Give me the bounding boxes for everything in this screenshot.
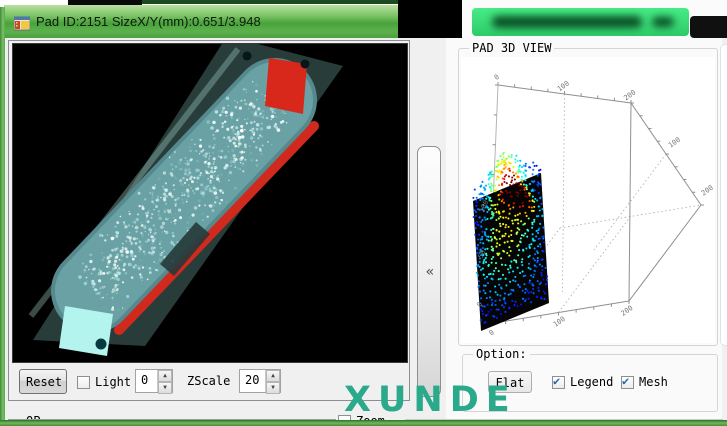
pad-2d-panel: Reset Light 0 ▲ ▼ ZScale 20 ▲ ▼ (8, 36, 410, 401)
light-value: 0 (141, 373, 149, 387)
zscale-value: 20 (245, 373, 260, 387)
svg-text:0: 0 (488, 328, 496, 337)
pad-3d-plot[interactable]: 0 100 200 100 200 0 100 200 100 50 0 (461, 57, 715, 343)
spin-up-button[interactable]: ▲ (266, 370, 280, 382)
groupbox-edge (8, 419, 336, 420)
svg-text:50: 50 (477, 249, 488, 260)
censored-label-block (472, 8, 689, 36)
app-icon (14, 16, 30, 31)
pad-3d-view-group: PAD 3D VIEW 0 100 200 100 200 0 100 200 100 50 0 (458, 41, 718, 346)
option-title: Option: (473, 347, 530, 361)
light-stepper[interactable]: 0 ▲ ▼ (135, 369, 173, 394)
capture-artifact-black-block (398, 0, 462, 38)
xunde-watermark: XUNDE (344, 380, 517, 420)
checkbox-icon (77, 375, 90, 389)
legend-label: Legend (570, 375, 614, 389)
svg-text:100: 100 (556, 79, 571, 93)
svg-text:200: 200 (620, 304, 635, 318)
point-cloud (472, 151, 549, 324)
groupbox-edge (405, 419, 723, 420)
zscale-label: ZScale (187, 374, 231, 388)
reset-button[interactable]: Reset (19, 369, 67, 394)
capture-artifact-black (68, 0, 142, 7)
spin-down-button[interactable]: ▼ (266, 382, 280, 394)
blurred-text (652, 17, 674, 27)
checkbox-icon (621, 374, 634, 389)
svg-text:200: 200 (700, 184, 715, 198)
zscale-stepper[interactable]: 20 ▲ ▼ (239, 369, 281, 394)
pad-speckle-texture (78, 81, 288, 311)
collapse-panel-button[interactable]: « (417, 146, 441, 397)
image-controls: Reset Light 0 ▲ ▼ ZScale 20 ▲ ▼ (9, 364, 409, 400)
window-border (0, 420, 727, 426)
svg-text:100: 100 (667, 136, 682, 150)
capture-artifact-corner (690, 16, 727, 38)
checkbox-icon (552, 374, 565, 389)
chevron-left-icon: « (425, 263, 435, 280)
spin-down-button[interactable]: ▼ (158, 382, 172, 394)
capture-artifact-green (142, 0, 400, 4)
blurred-text (492, 16, 642, 28)
svg-text:0: 0 (475, 301, 484, 308)
pad-3d-view-title: PAD 3D VIEW (469, 41, 555, 55)
light-label: Light (95, 375, 132, 389)
option-group: Option: Flat Legend Mesh (462, 347, 718, 412)
mesh-label: Mesh (639, 375, 668, 389)
pad-image-canvas (13, 36, 405, 360)
legend-checkbox[interactable]: Legend (552, 374, 614, 389)
pad-camera-image[interactable] (12, 36, 408, 363)
svg-text:0: 0 (493, 73, 501, 82)
window-border (0, 7, 5, 426)
collapsed-side-panel[interactable] (720, 44, 727, 346)
window-title: Pad ID:2151 SizeX/Y(mm):0.651/3.948 (36, 14, 261, 29)
spin-up-button[interactable]: ▲ (158, 370, 172, 382)
titlebar[interactable]: Pad ID:2151 SizeX/Y(mm):0.651/3.948 (4, 5, 400, 38)
svg-text:100: 100 (552, 315, 567, 329)
svg-text:200: 200 (622, 88, 637, 102)
mesh-checkbox[interactable]: Mesh (621, 374, 668, 389)
light-checkbox[interactable]: Light (77, 375, 131, 389)
flat-button[interactable]: Flat (488, 371, 532, 393)
